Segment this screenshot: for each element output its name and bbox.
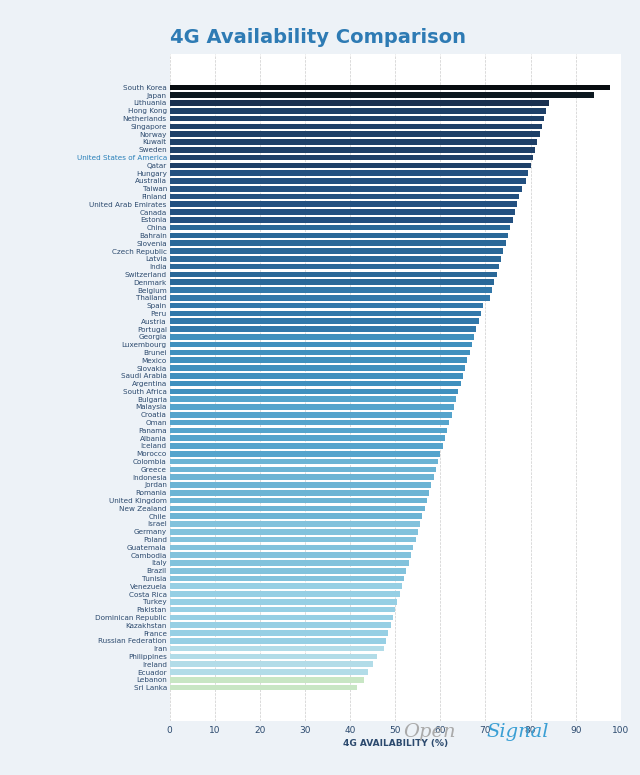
Bar bbox=[170, 186, 522, 191]
Bar bbox=[170, 147, 535, 153]
Bar bbox=[170, 202, 517, 207]
Bar bbox=[170, 272, 497, 277]
Bar bbox=[170, 326, 476, 332]
Bar bbox=[170, 482, 431, 487]
Bar bbox=[170, 140, 538, 145]
Bar bbox=[170, 155, 533, 160]
Bar bbox=[170, 381, 461, 387]
Bar bbox=[170, 232, 508, 238]
Bar bbox=[170, 436, 445, 441]
Bar bbox=[170, 131, 540, 137]
Text: Signal: Signal bbox=[486, 723, 549, 742]
Bar bbox=[170, 490, 429, 495]
Bar bbox=[170, 591, 400, 597]
Bar bbox=[170, 545, 413, 550]
Bar bbox=[170, 607, 396, 612]
Bar bbox=[170, 319, 479, 324]
Bar bbox=[170, 443, 443, 449]
Bar bbox=[170, 685, 357, 691]
Text: 4G Availability Comparison: 4G Availability Comparison bbox=[170, 28, 466, 47]
X-axis label: 4G AVAILABILITY (%): 4G AVAILABILITY (%) bbox=[342, 739, 448, 748]
Bar bbox=[170, 357, 467, 363]
Bar bbox=[170, 209, 515, 215]
Bar bbox=[170, 194, 519, 199]
Bar bbox=[170, 474, 433, 480]
Bar bbox=[170, 217, 513, 222]
Bar bbox=[170, 615, 393, 620]
Bar bbox=[170, 405, 454, 410]
Bar bbox=[170, 178, 526, 184]
Bar bbox=[170, 365, 465, 370]
Bar bbox=[170, 513, 422, 519]
Bar bbox=[170, 622, 390, 628]
Bar bbox=[170, 677, 364, 683]
Bar bbox=[170, 670, 368, 675]
Bar bbox=[170, 467, 436, 472]
Bar bbox=[170, 412, 452, 418]
Bar bbox=[170, 630, 388, 635]
Bar bbox=[170, 451, 440, 456]
Bar bbox=[170, 256, 501, 262]
Bar bbox=[170, 303, 483, 308]
Bar bbox=[170, 568, 406, 573]
Bar bbox=[170, 638, 386, 644]
Bar bbox=[170, 396, 456, 402]
Bar bbox=[170, 84, 609, 90]
Bar bbox=[170, 264, 499, 270]
Bar bbox=[170, 311, 481, 316]
Bar bbox=[170, 459, 438, 464]
Bar bbox=[170, 280, 495, 285]
Bar bbox=[170, 115, 544, 122]
Bar bbox=[170, 248, 504, 254]
Bar bbox=[170, 108, 547, 114]
Bar bbox=[170, 225, 510, 230]
Text: Open: Open bbox=[403, 723, 456, 742]
Bar bbox=[170, 529, 418, 535]
Bar bbox=[170, 599, 397, 604]
Bar bbox=[170, 163, 531, 168]
Bar bbox=[170, 653, 377, 660]
Bar bbox=[170, 170, 528, 176]
Bar bbox=[170, 576, 404, 581]
Bar bbox=[170, 584, 402, 589]
Bar bbox=[170, 428, 447, 433]
Bar bbox=[170, 646, 384, 652]
Bar bbox=[170, 100, 548, 105]
Bar bbox=[170, 553, 411, 558]
Bar bbox=[170, 92, 594, 98]
Bar bbox=[170, 505, 424, 512]
Bar bbox=[170, 373, 463, 379]
Bar bbox=[170, 240, 506, 246]
Bar bbox=[170, 350, 470, 355]
Bar bbox=[170, 420, 449, 425]
Bar bbox=[170, 388, 458, 394]
Bar bbox=[170, 288, 492, 293]
Bar bbox=[170, 537, 415, 542]
Bar bbox=[170, 295, 490, 301]
Bar bbox=[170, 334, 474, 339]
Bar bbox=[170, 661, 372, 667]
Bar bbox=[170, 342, 472, 347]
Bar bbox=[170, 560, 409, 566]
Bar bbox=[170, 123, 542, 129]
Bar bbox=[170, 498, 427, 503]
Bar bbox=[170, 521, 420, 527]
